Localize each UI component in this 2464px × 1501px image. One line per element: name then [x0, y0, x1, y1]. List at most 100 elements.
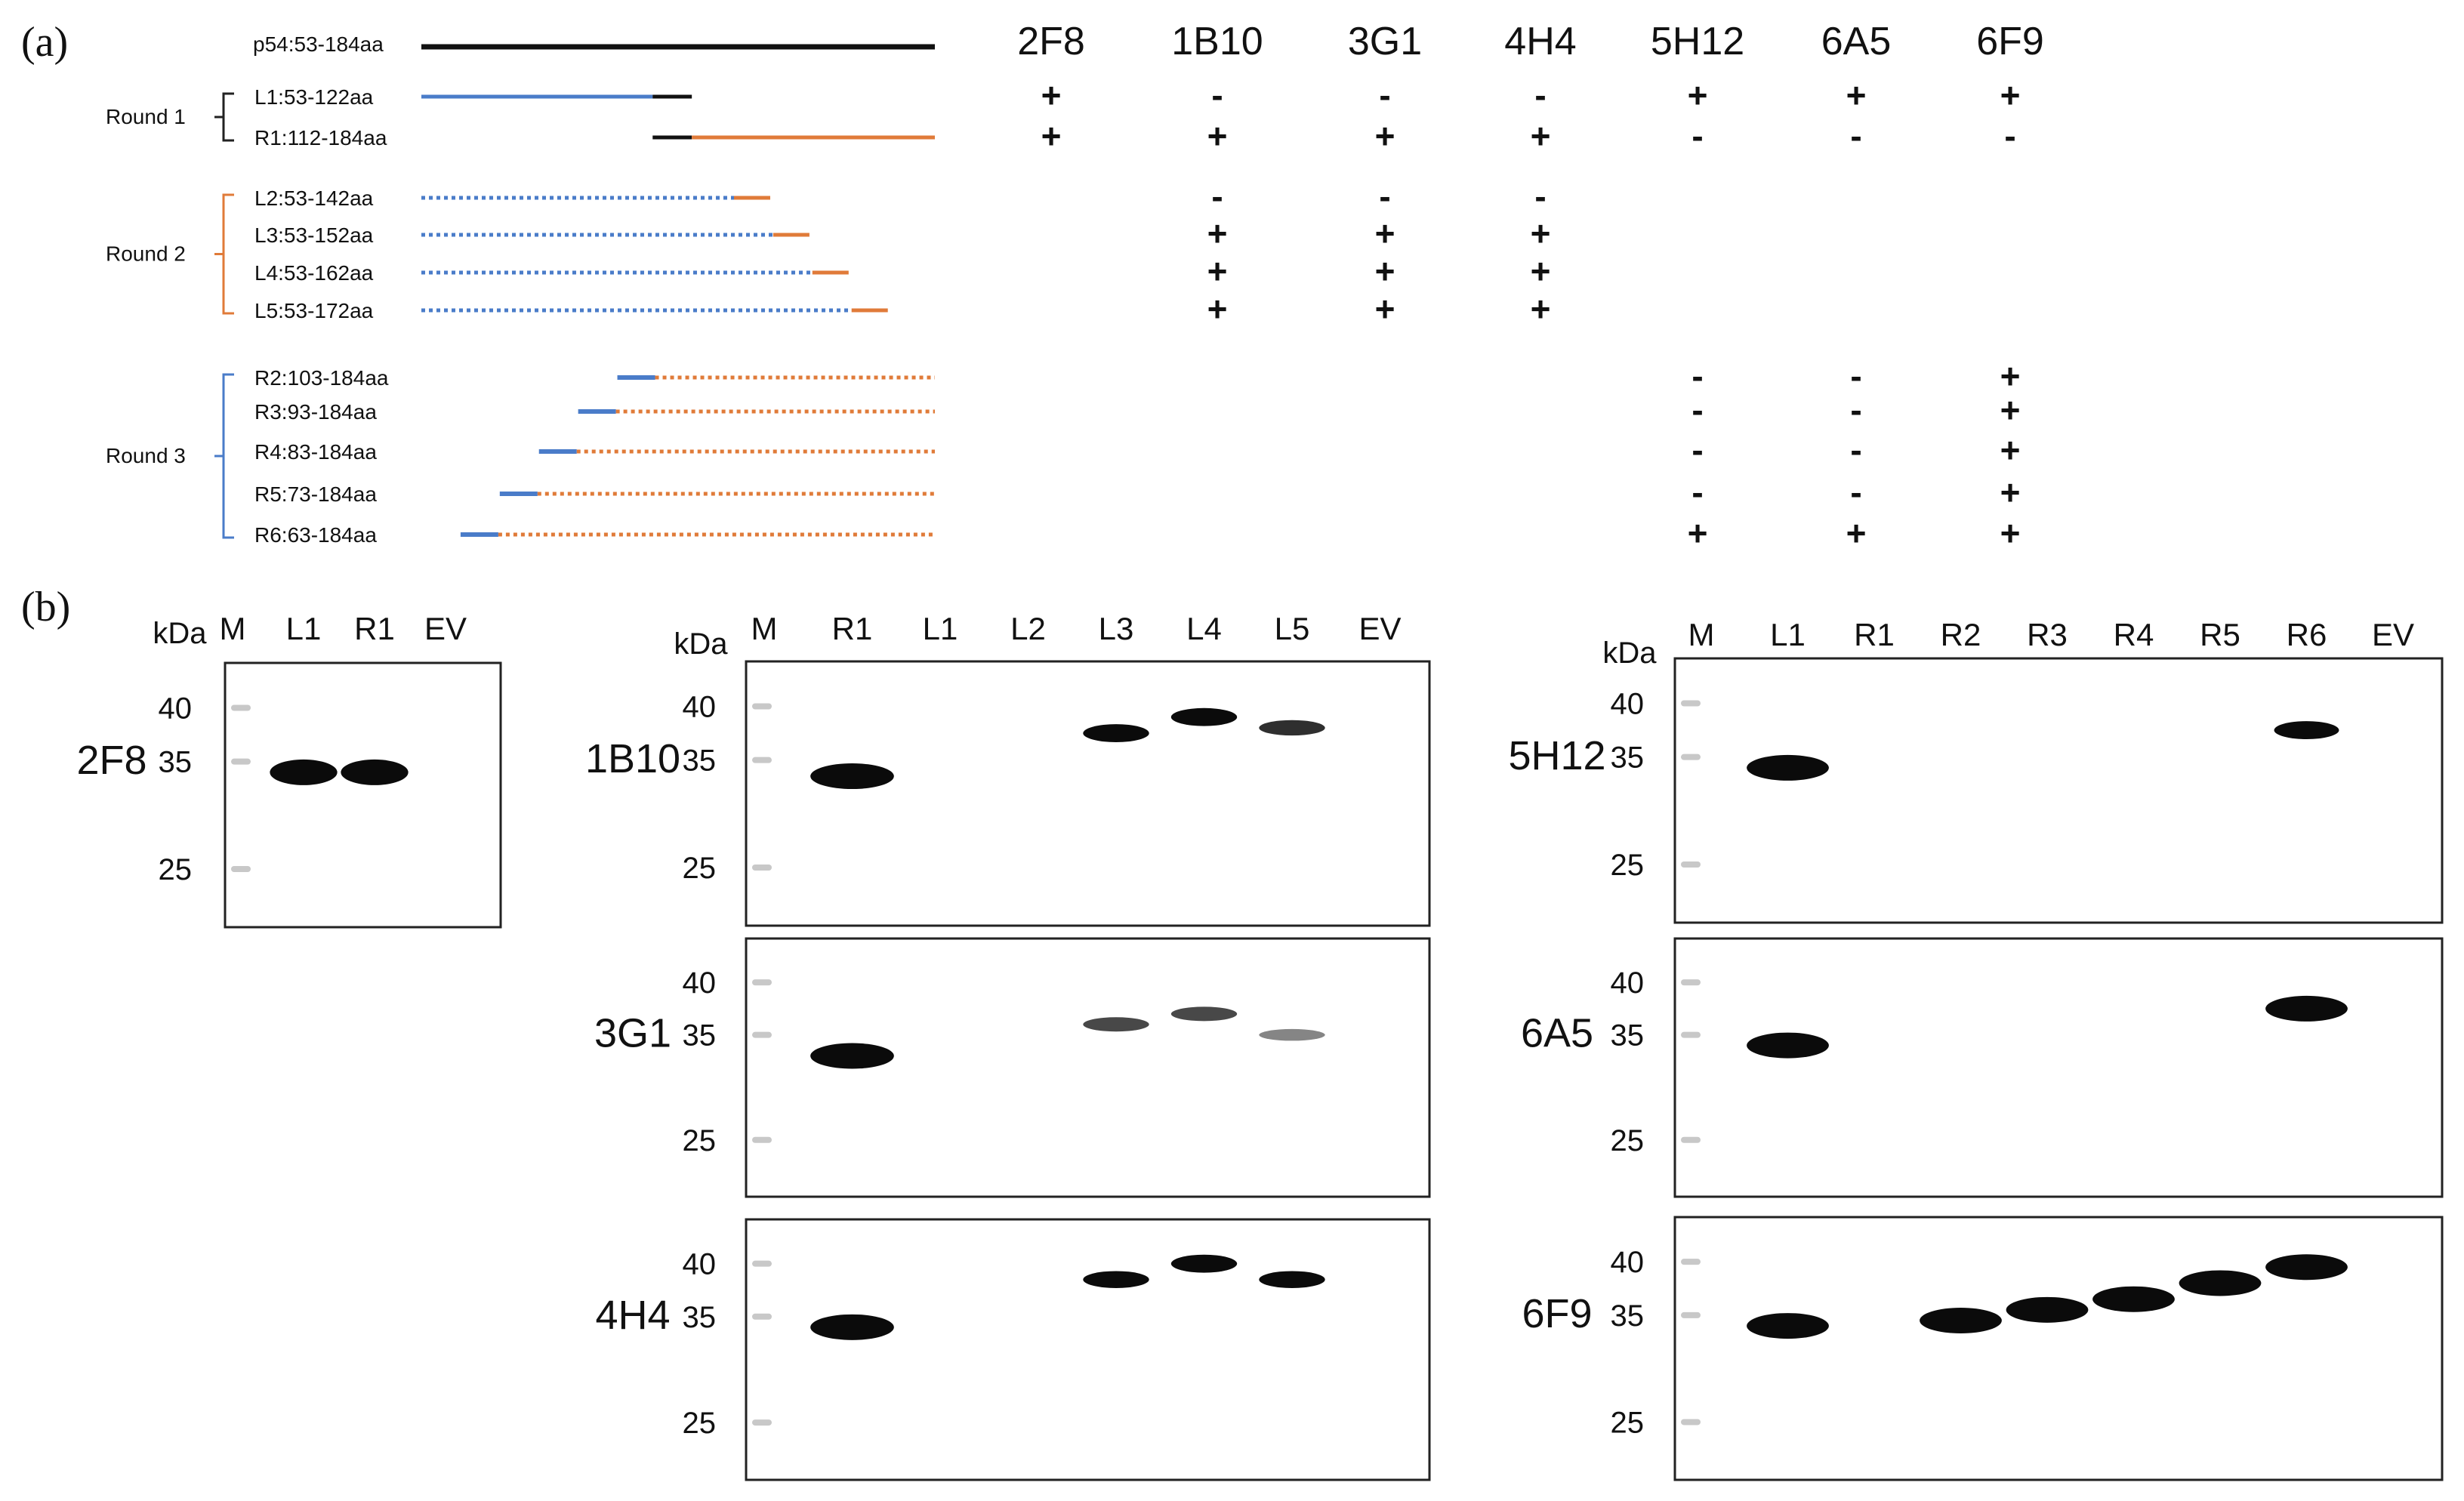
panel-b-label: (b)	[21, 584, 70, 630]
lane-label-r4: R4	[2114, 617, 2154, 652]
ladder-band-40	[1681, 700, 1701, 707]
construct-label-r6: R6:63-184aa	[254, 523, 377, 547]
marker-label-35: 35	[683, 1019, 717, 1053]
ladder-band-35	[1681, 754, 1701, 760]
band-6a5-l1	[1747, 1032, 1829, 1059]
lane-label-l2: L2	[1010, 611, 1046, 646]
marker-label-40: 40	[683, 691, 717, 724]
band-6f9-r3	[2006, 1296, 2089, 1323]
ladder-band-40	[752, 703, 772, 710]
construct-label-r5: R5:73-184aa	[254, 482, 377, 506]
result-l1-6a5: +	[1846, 76, 1867, 115]
lane-label-l5: L5	[1275, 611, 1310, 646]
construct-label-r4: R4:83-184aa	[254, 440, 377, 464]
result-l2-3g1: -	[1379, 177, 1390, 216]
antibody-header-4h4: 4H4	[1504, 20, 1576, 63]
marker-label-25: 25	[1611, 1124, 1645, 1157]
band-2f8-r1	[341, 759, 409, 785]
ladder-band-35	[1681, 1311, 1701, 1318]
lane-label-m: M	[751, 611, 778, 646]
ladder-band-25	[1681, 1419, 1701, 1425]
ladder-band-25	[1681, 861, 1701, 868]
result-r2-6f9: +	[2000, 356, 2021, 396]
ladder-band-40	[1681, 979, 1701, 986]
result-r1-4h4: +	[1531, 116, 1551, 156]
ladder-band-25	[752, 865, 772, 871]
antibody-header-6f9: 6F9	[1976, 20, 2044, 63]
lane-label-r2: R2	[1941, 617, 1981, 652]
blot-antibody-label-2f8: 2F8	[76, 738, 146, 783]
band-6f9-r5	[2179, 1270, 2262, 1296]
lane-label-r1: R1	[1854, 617, 1895, 652]
lane-label-r1: R1	[354, 611, 395, 646]
lane-label-l1: L1	[923, 611, 958, 646]
ladder-band-40	[752, 979, 772, 986]
panel-a-construct-map: 2F8 1B10 3G1 4H4 5H12 6A5 6F9 Round 1 L1:53-122a…	[106, 20, 2044, 553]
lane-label-r1: R1	[832, 611, 873, 646]
band-1b10-l4	[1170, 707, 1238, 726]
round-bracket-1	[214, 92, 234, 142]
band-4h4-r1	[810, 1314, 894, 1340]
ladder-band-40	[1681, 1259, 1701, 1265]
round-bracket-2	[214, 193, 234, 315]
construct-label-r3: R3:93-184aa	[254, 400, 377, 424]
kda-label: kDa	[153, 617, 207, 650]
construct-label-r1: R1:112-184aa	[254, 126, 387, 149]
result-r3-6a5: -	[1850, 390, 1861, 430]
result-r4-6f9: +	[2000, 430, 2021, 470]
band-6f9-l1	[1747, 1313, 1829, 1339]
result-r5-6a5: -	[1850, 473, 1861, 512]
lane-label-l4: L4	[1186, 611, 1222, 646]
kda-label: kDa	[674, 627, 728, 661]
result-r2-6a5: -	[1850, 356, 1861, 396]
lane-label-l1: L1	[286, 611, 322, 646]
band-3g1-l5	[1259, 1028, 1325, 1041]
ladder-band-35	[1681, 1031, 1701, 1038]
blot-antibody-label-6f9: 6F9	[1522, 1291, 1592, 1336]
result-l3-4h4: +	[1531, 214, 1551, 253]
round-label-2: Round 2	[106, 242, 186, 266]
marker-label-25: 25	[683, 852, 717, 885]
result-l2-4h4: -	[1534, 177, 1546, 216]
result-l5-4h4: +	[1531, 289, 1551, 328]
full-construct-label: p54:53-184aa	[253, 32, 384, 56]
round-bracket-3	[214, 373, 234, 539]
result-r1-6f9: -	[2004, 116, 2015, 156]
marker-label-35: 35	[1611, 1019, 1645, 1053]
construct-label-l2: L2:53-142aa	[254, 186, 374, 210]
result-r1-1b10: +	[1207, 116, 1228, 156]
result-r6-6a5: +	[1846, 513, 1867, 553]
result-l4-4h4: +	[1531, 251, 1551, 291]
lane-label-m: M	[220, 611, 246, 646]
result-l1-1b10: -	[1211, 76, 1223, 115]
ladder-band-25	[231, 866, 251, 872]
lane-label-ev: EV	[424, 611, 467, 646]
construct-label-l5: L5:53-172aa	[254, 299, 374, 322]
ladder-band-25	[752, 1136, 772, 1143]
marker-label-25: 25	[683, 1124, 717, 1157]
blot-antibody-label-5h12: 5H12	[1508, 733, 1605, 778]
panel-b-western-blots: kDa M L1 R1 EV 2F8 40 35 25 kDa M R1 L1 L2 L3 L4 L5 EV 1B1…	[76, 611, 2444, 1481]
ladder-band-25	[1681, 1136, 1701, 1143]
round-label-1: Round 1	[106, 105, 186, 128]
antibody-header-2f8: 2F8	[1017, 20, 1085, 63]
lane-label-r6: R6	[2287, 617, 2327, 652]
antibody-header-6a5: 6A5	[1821, 20, 1892, 63]
result-l2-1b10: -	[1211, 177, 1223, 216]
lane-label-l1: L1	[1770, 617, 1806, 652]
lane-label-ev: EV	[1358, 611, 1401, 646]
result-l1-3g1: -	[1379, 76, 1390, 115]
lane-label-m: M	[1688, 617, 1715, 652]
ladder-band-40	[231, 704, 251, 711]
band-6f9-r2	[1920, 1307, 2002, 1333]
marker-label-25: 25	[1611, 1406, 1645, 1439]
marker-label-40: 40	[1611, 966, 1645, 1000]
band-1b10-l3	[1083, 724, 1149, 743]
band-6a5-r6	[2265, 995, 2348, 1022]
construct-label-l1: L1:53-122aa	[254, 85, 374, 109]
panel-a-label: (a)	[21, 19, 68, 66]
marker-label-25: 25	[683, 1407, 717, 1440]
band-1b10-l5	[1259, 720, 1325, 736]
result-r5-6f9: +	[2000, 473, 2021, 512]
